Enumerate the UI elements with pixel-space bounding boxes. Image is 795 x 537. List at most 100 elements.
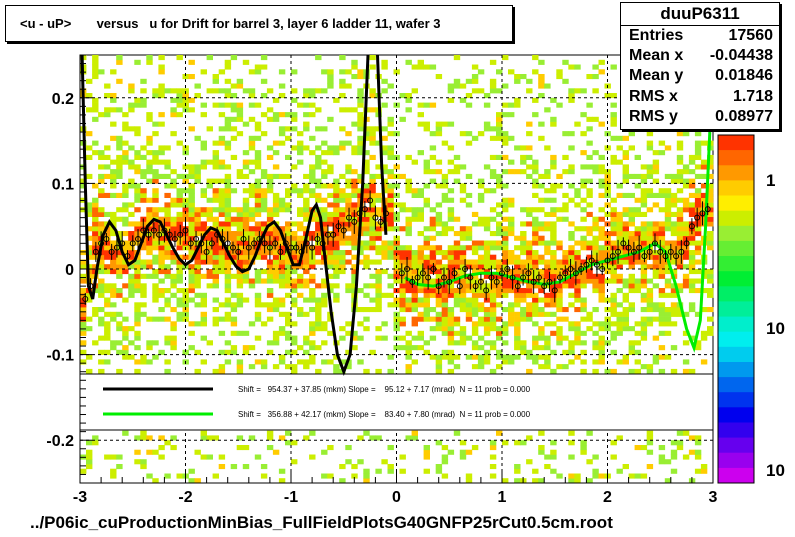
heatmap-cell (363, 197, 370, 203)
heatmap-cell (164, 359, 171, 365)
heatmap-cell (489, 454, 497, 460)
heatmap-cell (441, 311, 449, 317)
heatmap-cell (580, 445, 587, 451)
heatmap-cell (640, 316, 648, 322)
heatmap-cell (574, 335, 581, 341)
stats-row-rms-y: RMS y 0.08977 (629, 108, 773, 128)
heatmap-cell (532, 345, 539, 351)
heatmap-cell (538, 335, 545, 341)
heatmap-cell (86, 368, 93, 374)
heatmap-cell (188, 211, 195, 217)
profile-point (92, 248, 99, 255)
heatmap-cell (110, 250, 117, 256)
heatmap-cell (640, 278, 648, 284)
heatmap-cell (483, 288, 491, 294)
heatmap-cell (399, 288, 406, 294)
heatmap-cell (580, 349, 587, 355)
heatmap-cell (170, 231, 177, 237)
heatmap-cell (266, 231, 274, 237)
profile-point (182, 227, 189, 234)
heatmap-cell (435, 159, 443, 165)
heatmap-cell (218, 126, 226, 132)
heatmap-cell (212, 221, 219, 227)
heatmap-cell (176, 269, 183, 275)
heatmap-cell (423, 64, 430, 70)
heatmap-cell (658, 354, 666, 360)
heatmap-cell (86, 173, 93, 179)
heatmap-cell (92, 254, 99, 260)
heatmap-cell (278, 254, 286, 260)
heatmap-cell (646, 321, 654, 327)
heatmap-cell (146, 235, 153, 241)
heatmap-cell (254, 188, 262, 194)
heatmap-cell (435, 311, 443, 317)
heatmap-cell (182, 74, 189, 80)
heatmap-cell (98, 150, 105, 156)
heatmap-cell (405, 107, 412, 113)
heatmap-cell (646, 364, 654, 370)
heatmap-cell (345, 321, 352, 327)
heatmap-cell (453, 278, 461, 284)
heatmap-cell (477, 288, 485, 294)
heatmap-cell (628, 131, 635, 137)
heatmap-cell (98, 154, 105, 160)
palette-label: 10 (766, 461, 785, 480)
heatmap-cell (447, 283, 455, 289)
heatmap-cell (110, 283, 117, 289)
heatmap-cell (435, 316, 443, 322)
heatmap-cell (514, 335, 521, 341)
heatmap-cell (110, 340, 117, 346)
heatmap-cell (646, 302, 654, 308)
heatmap-cell (80, 468, 87, 474)
heatmap-cell (266, 226, 274, 232)
heatmap-cell (568, 197, 575, 203)
heatmap-cell (628, 192, 635, 198)
heatmap-cell (254, 221, 262, 227)
heatmap-cell (441, 121, 449, 127)
heatmap-cell (327, 192, 334, 198)
heatmap-cell (459, 283, 467, 289)
heatmap-cell (646, 207, 654, 213)
heatmap-cell (375, 192, 382, 198)
heatmap-cell (351, 464, 358, 470)
heatmap-cell (218, 330, 226, 336)
heatmap-cell (574, 326, 581, 332)
heatmap-cell (194, 273, 201, 279)
heatmap-cell (441, 178, 449, 184)
heatmap-cell (345, 226, 352, 232)
heatmap-cell (640, 364, 648, 370)
heatmap-cell (248, 226, 256, 232)
heatmap-cell (116, 107, 123, 113)
heatmap-cell (254, 335, 262, 341)
profile-point (567, 266, 574, 272)
heatmap-cell (122, 150, 129, 156)
heatmap-cell (315, 240, 322, 246)
heatmap-cell (176, 88, 183, 94)
heatmap-cell (399, 297, 406, 303)
heatmap-cell (278, 173, 286, 179)
heatmap-cell (260, 245, 268, 251)
heatmap-cell (278, 207, 286, 213)
heatmap-cell (707, 240, 714, 246)
heatmap-cell (272, 259, 280, 265)
heatmap-cell (104, 154, 111, 160)
heatmap-cell (363, 131, 370, 137)
heatmap-cell (532, 112, 539, 118)
heatmap-cell (92, 59, 99, 65)
heatmap-cell (502, 440, 509, 446)
heatmap-cell (562, 154, 569, 160)
heatmap-cell (254, 211, 262, 217)
heatmap-cell (640, 259, 648, 265)
heatmap-cell (152, 292, 159, 298)
heatmap-cell (339, 188, 346, 194)
heatmap-cell (700, 288, 708, 294)
heatmap-cell (544, 188, 551, 194)
heatmap-cell (550, 250, 557, 256)
heatmap-cell (435, 321, 443, 327)
heatmap-cell (152, 221, 159, 227)
heatmap-cell (158, 55, 165, 61)
heatmap-cell (278, 330, 286, 336)
heatmap-cell (502, 154, 509, 160)
heatmap-cell (158, 69, 165, 75)
heatmap-cell (405, 221, 412, 227)
